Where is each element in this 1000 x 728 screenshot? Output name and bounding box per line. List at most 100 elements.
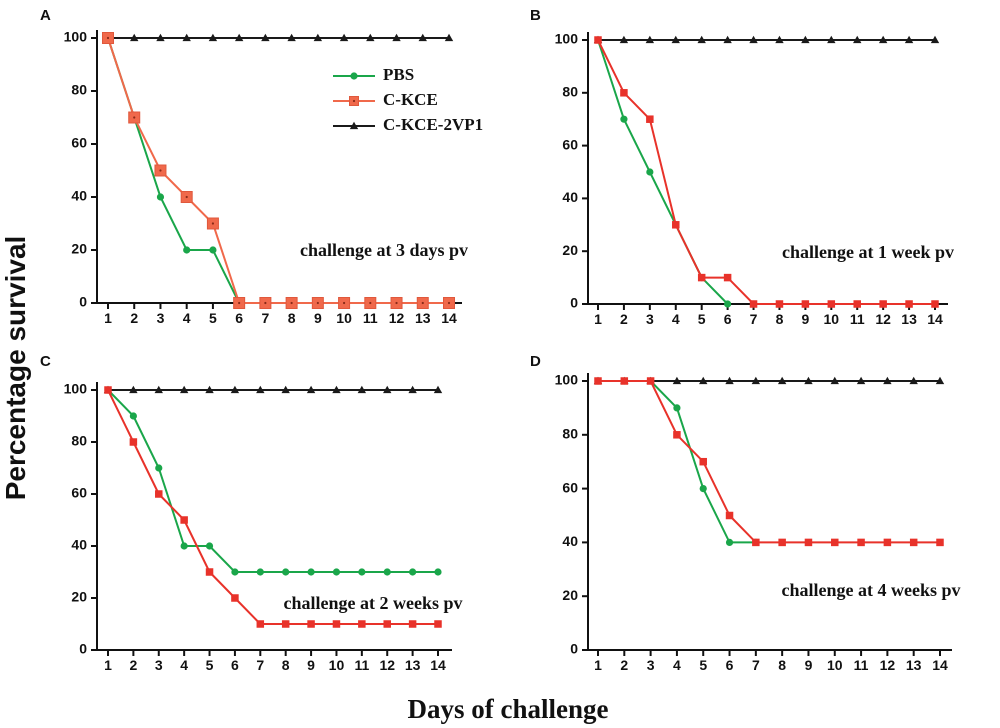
c-kce-data-point <box>827 300 836 308</box>
c-kce-data-point <box>408 620 417 628</box>
c-kce-2vp1-data-point <box>230 385 240 394</box>
marker-dot <box>264 301 267 305</box>
c-kce-2vp1-data-point <box>349 121 359 130</box>
pbs-data-point <box>307 568 315 576</box>
c-kce-data-point <box>931 300 939 308</box>
c-kce-2vp1-data-point <box>723 35 732 44</box>
x-tick-label: 3 <box>647 657 655 673</box>
c-kce-2vp1-data-point <box>751 376 761 385</box>
c-kce-2vp1-data-point <box>129 385 138 394</box>
y-tick-label: 20 <box>562 587 578 603</box>
c-kce-data-point <box>801 300 810 308</box>
x-tick-label: 13 <box>906 657 922 673</box>
c-kce-2vp1-data-point <box>883 376 892 385</box>
y-tick-label: 60 <box>562 479 578 495</box>
c-kce-2vp1-data-point <box>645 35 655 44</box>
y-tick-label: 100 <box>555 372 579 388</box>
x-tick-label: 9 <box>307 657 315 673</box>
pbs-data-point <box>383 568 391 576</box>
c-kce-data-point <box>231 594 239 602</box>
x-tick-label: 9 <box>314 310 322 326</box>
c-kce-2vp1-data-point <box>392 33 401 42</box>
panel-letter: A <box>40 7 51 24</box>
marker-dot <box>211 222 215 225</box>
x-tick-label: 4 <box>673 657 681 673</box>
pbs-data-point <box>350 72 358 80</box>
c-kce-data-point <box>853 300 861 308</box>
x-tick-label: 9 <box>801 311 809 327</box>
series-c-kce <box>594 377 944 547</box>
c-kce-data-point <box>673 431 681 439</box>
c-kce-2vp1-data-point <box>433 385 443 394</box>
x-tick-label: 8 <box>288 310 296 326</box>
x-tick-label: 5 <box>698 311 706 327</box>
x-tick-label: 7 <box>750 311 758 327</box>
c-kce-2vp1-data-point <box>671 35 680 44</box>
x-tick-label: 12 <box>379 657 395 673</box>
legend-item-c-kce: C-KCE <box>333 90 438 109</box>
x-tick-label: 7 <box>256 657 264 673</box>
legend-label: C-KCE <box>383 90 438 109</box>
x-tick-label: 12 <box>880 657 896 673</box>
pbs-line <box>107 389 438 573</box>
c-kce-line <box>597 39 935 305</box>
y-tick-label: 0 <box>79 294 87 310</box>
y-tick-label: 80 <box>71 433 87 449</box>
pbs-data-point <box>358 568 366 576</box>
x-tick-label: 14 <box>932 657 948 673</box>
panel-letter: C <box>40 353 51 370</box>
c-kce-data-point <box>620 377 629 385</box>
c-kce-2vp1-data-point <box>256 385 265 394</box>
panel-letter: D <box>530 353 541 370</box>
c-kce-2vp1-data-point <box>878 35 888 44</box>
c-kce-2vp1-data-point <box>339 33 349 42</box>
pbs-data-point <box>205 542 214 550</box>
c-kce-data-point <box>804 538 813 547</box>
y-tick-label: 60 <box>71 485 87 501</box>
pbs-data-point <box>725 538 734 547</box>
c-kce-data-point <box>775 300 784 308</box>
y-tick-label: 40 <box>562 533 578 549</box>
series-c-kce-2vp1 <box>103 33 454 42</box>
c-kce-data-point <box>699 457 707 466</box>
c-kce-2vp1-data-point <box>366 33 375 42</box>
c-kce-2vp1-data-point <box>281 385 290 394</box>
x-tick-label: 14 <box>441 310 457 326</box>
y-tick-label: 0 <box>570 641 578 657</box>
x-tick-label: 12 <box>875 311 891 327</box>
marker-dot <box>447 301 451 305</box>
x-tick-label: 5 <box>699 657 707 673</box>
y-tick-label: 0 <box>79 641 87 657</box>
y-tick-label: 40 <box>562 189 578 205</box>
x-tick-label: 4 <box>672 311 680 327</box>
c-kce-2vp1-data-point <box>930 35 940 44</box>
c-kce-2vp1-data-point <box>909 376 918 385</box>
x-tick-label: 13 <box>901 311 917 327</box>
c-kce-data-point <box>778 538 786 547</box>
c-kce-2vp1-data-point <box>853 35 862 44</box>
c-kce-data-point <box>831 538 839 547</box>
c-kce-data-point <box>909 538 918 547</box>
c-kce-data-point <box>749 300 758 308</box>
c-kce-2vp1-data-point <box>418 33 427 42</box>
x-tick-label: 3 <box>157 310 165 326</box>
pbs-data-point <box>282 568 290 576</box>
c-kce-2vp1-data-point <box>205 385 214 394</box>
marker-dot <box>238 301 241 305</box>
c-kce-data-point <box>205 568 214 576</box>
c-kce-data-point <box>879 300 887 308</box>
pbs-data-point <box>699 485 707 493</box>
x-tick-label: 4 <box>183 310 191 326</box>
c-kce-2vp1-data-point <box>156 33 165 42</box>
c-kce-2vp1-data-point <box>777 376 787 385</box>
c-kce-data-point <box>883 538 892 547</box>
c-kce-2vp1-data-point <box>408 385 417 394</box>
c-kce-2vp1-data-point <box>313 33 323 42</box>
x-tick-label: 4 <box>180 657 188 673</box>
c-kce-2vp1-data-point <box>357 385 367 394</box>
legend-label: C-KCE-2VP1 <box>383 115 483 134</box>
